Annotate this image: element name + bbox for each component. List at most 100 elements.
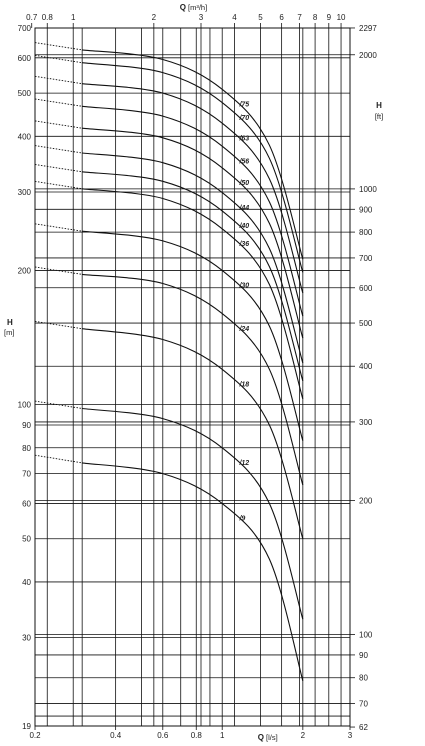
- bottom-axis-ticks: 0.2 0.4 0.6 0.8 1 2 3: [29, 726, 353, 740]
- left-tick-label: 700: [18, 24, 32, 33]
- top-tick-label: 5: [258, 13, 263, 22]
- right-tick-label: 900: [359, 205, 373, 214]
- pump-curve-line: [82, 188, 304, 400]
- curve-label: /12: [238, 460, 249, 467]
- pump-curve-line: [82, 127, 304, 339]
- left-tick-label: 90: [22, 421, 31, 430]
- pump-curve-extension: [34, 223, 83, 232]
- right-tick-label: 500: [359, 319, 373, 328]
- curve-label: /44: [238, 205, 249, 212]
- pump-curve-line: [82, 171, 304, 382]
- left-axis-title: H: [7, 318, 13, 327]
- pump-curve-extension: [34, 454, 83, 464]
- top-axis-ticks: 0.7 0.8 1 2 3 4 5 6 7 8 9 10: [26, 13, 346, 28]
- top-tick-label: 2: [152, 13, 157, 22]
- right-tick-label: 100: [359, 631, 373, 640]
- pump-curve-extension: [34, 164, 83, 173]
- left-tick-label: 100: [18, 401, 32, 410]
- top-tick-label: 9: [327, 13, 332, 22]
- top-tick-label: 10: [337, 13, 346, 22]
- pump-curve-line: [82, 407, 304, 620]
- pump-curve-line: [82, 49, 304, 260]
- left-tick-label: 80: [22, 444, 31, 453]
- right-tick-label: 200: [359, 496, 373, 505]
- pump-curve-extension: [34, 75, 83, 85]
- top-tick-label: 7: [297, 13, 302, 22]
- pump-curve-line: [82, 230, 304, 441]
- left-tick-label: 19: [22, 722, 31, 731]
- left-tick-label: 30: [22, 634, 31, 643]
- top-tick-label: 6: [279, 13, 284, 22]
- right-axis-title: H: [376, 101, 382, 110]
- curve-label: /70: [238, 115, 249, 122]
- top-tick-label: 0.8: [42, 13, 54, 22]
- pump-curve-extension: [34, 98, 83, 107]
- curve-label: /56: [238, 158, 249, 165]
- right-tick-label: 400: [359, 362, 373, 371]
- right-tick-label: 800: [359, 228, 373, 237]
- left-tick-label: 300: [18, 188, 32, 197]
- top-tick-label: 3: [199, 13, 204, 22]
- bottom-tick-label: 3: [348, 731, 353, 740]
- top-tick-label: 8: [313, 13, 318, 22]
- right-tick-label: 300: [359, 418, 373, 427]
- right-tick-label: 80: [359, 674, 368, 683]
- left-tick-label: 40: [22, 578, 31, 587]
- grid: [34, 28, 351, 726]
- pump-curve-extension: [34, 54, 83, 64]
- top-tick-label: 1: [71, 13, 76, 22]
- left-tick-label: 200: [18, 266, 32, 275]
- right-axis-ticks: 2297 2000 1000 900 800 700 600 500 400 300 200 100 9…: [350, 24, 377, 732]
- top-tick-label: 0.7: [26, 13, 38, 22]
- curve-labels: /9/12/18/24/30/36/40/44/50/56/63/70/75: [238, 102, 249, 523]
- pump-curve-extension: [34, 120, 83, 129]
- left-tick-label: 60: [22, 499, 31, 508]
- right-tick-label: 700: [359, 254, 373, 263]
- pump-curve-line: [82, 462, 304, 681]
- pump-curve-line: [82, 328, 304, 539]
- right-tick-label: 2297: [359, 24, 377, 33]
- pump-curve-extension: [34, 145, 83, 154]
- bottom-axis-unit: [l/s]: [266, 733, 278, 742]
- pump-curve-extension: [34, 180, 83, 190]
- pump-curves: [34, 42, 304, 681]
- bottom-axis-title: Q: [258, 733, 264, 742]
- pump-curve-line: [82, 273, 304, 486]
- left-axis-unit: [m]: [4, 328, 14, 337]
- top-axis-unit: [m³/h]: [188, 3, 207, 12]
- pump-curve-extension: [34, 42, 83, 51]
- pump-curve-extension: [34, 266, 83, 275]
- pump-curve-extension: [34, 320, 83, 330]
- curve-label: /75: [238, 102, 249, 109]
- left-tick-label: 70: [22, 470, 31, 479]
- left-tick-label: 600: [18, 54, 32, 63]
- curve-label: /50: [238, 180, 249, 187]
- right-tick-label: 1000: [359, 185, 377, 194]
- pump-curve-line: [82, 105, 304, 317]
- right-tick-label: 90: [359, 651, 368, 660]
- bottom-tick-label: 0.8: [191, 731, 203, 740]
- pump-curve-extension: [34, 400, 83, 409]
- right-axis-unit: [ft]: [375, 112, 383, 121]
- top-axis-title: Q: [180, 3, 186, 12]
- pump-curve-line: [82, 62, 304, 273]
- bottom-tick-label: 2: [301, 731, 306, 740]
- plot-frame: [34, 27, 351, 727]
- curve-label: /24: [238, 326, 249, 333]
- right-tick-label: 70: [359, 700, 368, 709]
- left-tick-label: 400: [18, 132, 32, 141]
- bottom-tick-label: 1: [220, 731, 225, 740]
- top-tick-label: 4: [232, 13, 237, 22]
- bottom-tick-label: 0.4: [110, 731, 122, 740]
- bottom-tick-label: 0.2: [29, 731, 41, 740]
- curve-label: /36: [238, 241, 249, 248]
- curve-label: /18: [238, 382, 249, 389]
- left-tick-label: 500: [18, 89, 32, 98]
- curve-label: /9: [238, 516, 245, 523]
- right-tick-label: 62: [359, 723, 368, 732]
- curve-label: /63: [238, 135, 249, 142]
- left-tick-label: 50: [22, 535, 31, 544]
- pump-curve-line: [82, 152, 304, 364]
- curve-label: /40: [238, 223, 249, 230]
